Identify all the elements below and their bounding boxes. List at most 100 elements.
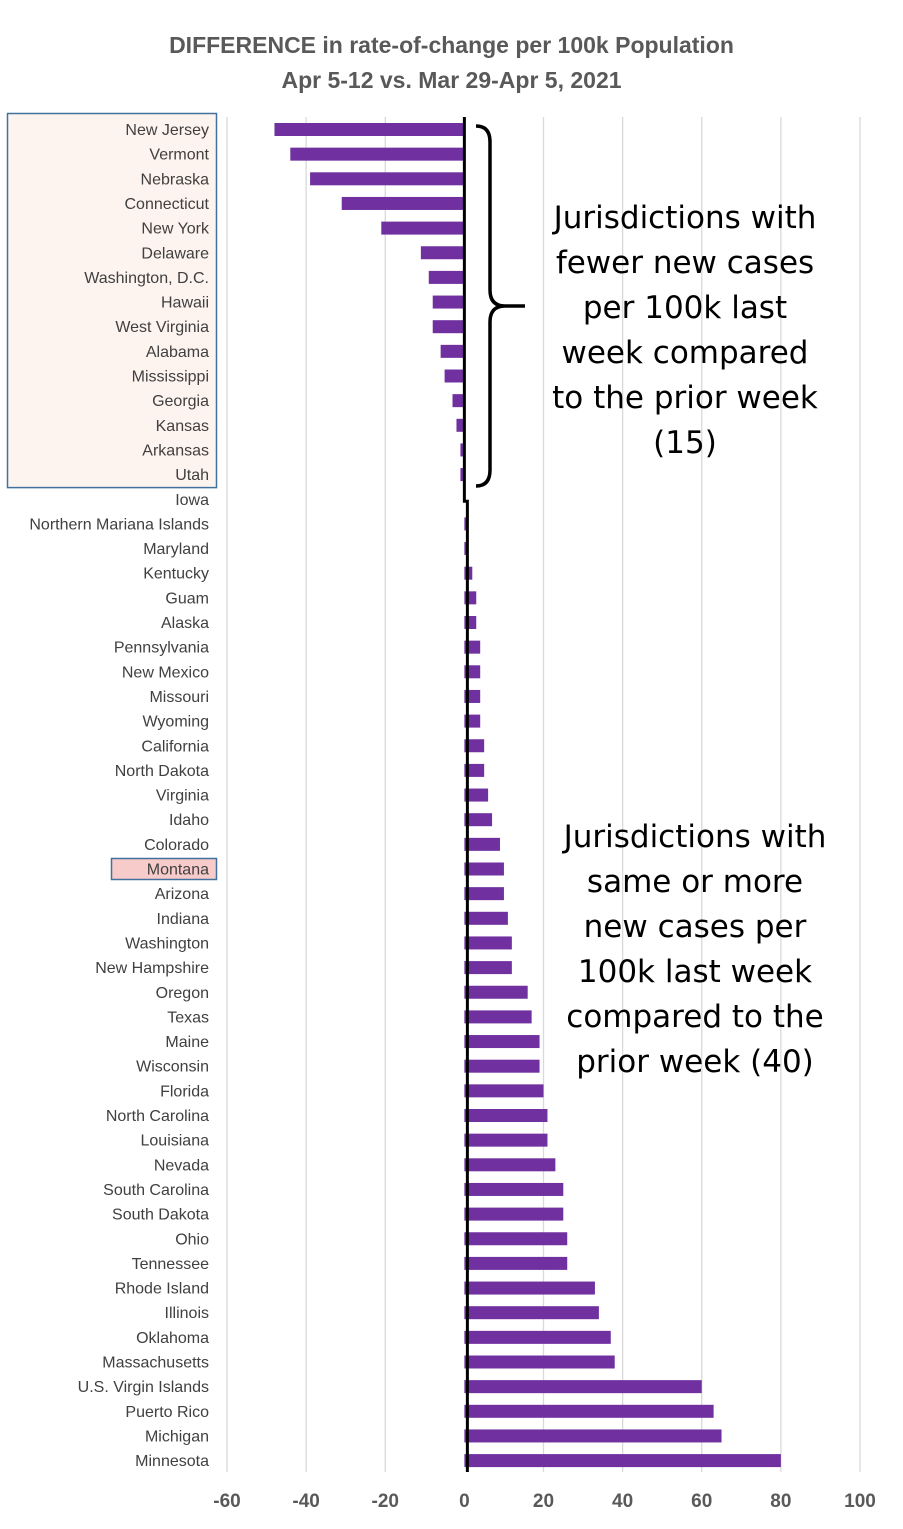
bar [428, 270, 465, 284]
bar [420, 246, 465, 260]
category-label: Oklahoma [136, 1330, 209, 1347]
chart-subtitle: Apr 5-12 vs. Mar 29-Apr 5, 2021 [281, 67, 622, 93]
bar [464, 837, 500, 851]
category-label: Montana [147, 862, 209, 879]
annotation-line: 100k last week [577, 954, 813, 990]
category-label: Florida [160, 1083, 209, 1100]
annotation-more-cases: Jurisdictions with same or more new cases … [530, 815, 860, 1085]
category-label: Texas [167, 1009, 209, 1026]
bar [456, 418, 465, 432]
x-tick-label: -40 [292, 1491, 319, 1512]
category-label: Maine [165, 1034, 209, 1051]
bar [464, 1158, 556, 1172]
category-label: Wyoming [142, 714, 209, 731]
bar [464, 1429, 722, 1443]
chart-title: DIFFERENCE in rate-of-change per 100k Po… [169, 32, 734, 58]
category-label: Louisiana [141, 1133, 210, 1150]
category-label: Mississippi [132, 369, 209, 386]
annotation-fewer-cases: Jurisdictions with fewer new cases per 100… [530, 196, 840, 466]
category-label: Ohio [175, 1231, 209, 1248]
bar [464, 985, 528, 999]
category-label: Massachusetts [102, 1355, 209, 1372]
bar [464, 1256, 568, 1270]
bar [460, 468, 465, 482]
category-label: Oregon [156, 985, 209, 1002]
bar [464, 1355, 615, 1369]
category-label: Pennsylvania [114, 640, 209, 657]
category-label: Guam [165, 590, 209, 607]
bar [464, 1454, 781, 1468]
bar [464, 616, 477, 629]
category-label: Nebraska [141, 171, 210, 188]
bar [432, 295, 465, 309]
category-label: Puerto Rico [125, 1404, 209, 1421]
category-label: Rhode Island [115, 1281, 209, 1298]
bar [274, 123, 465, 136]
category-label: Maryland [143, 541, 209, 558]
category-label: South Carolina [103, 1182, 209, 1199]
annotation-line: new cases per [583, 909, 807, 945]
annotation-line: prior week (40) [576, 1044, 814, 1080]
bar [452, 394, 465, 408]
bar [464, 1010, 532, 1024]
category-label: Colorado [144, 837, 209, 854]
x-tick-label: 0 [459, 1491, 470, 1512]
category-label: Utah [175, 467, 209, 484]
bar [464, 813, 493, 827]
bar [464, 961, 512, 975]
brace-icon [475, 124, 525, 488]
annotation-line: Jurisdictions with [553, 200, 817, 236]
category-label: Delaware [141, 245, 209, 262]
bar [464, 1281, 595, 1295]
fewer-cases-group-box [6, 112, 218, 489]
category-label: Virginia [156, 788, 209, 805]
category-label: California [141, 738, 209, 755]
category-label: Minnesota [135, 1453, 209, 1470]
category-label: Indiana [157, 911, 210, 928]
x-tick-label: 60 [691, 1491, 712, 1512]
annotation-line: fewer new cases [555, 245, 815, 281]
bar [464, 862, 504, 876]
bar [290, 147, 465, 161]
bar [464, 1059, 540, 1073]
bar [444, 369, 465, 383]
category-label: North Carolina [106, 1108, 209, 1125]
category-label: Arizona [155, 886, 209, 903]
category-label: South Dakota [112, 1207, 209, 1224]
bar [464, 1035, 540, 1049]
annotation-line: per 100k last [582, 290, 788, 326]
x-tick-label: 40 [612, 1491, 633, 1512]
category-label: Washington, D.C. [84, 270, 209, 287]
bar [432, 320, 465, 334]
category-label: Tennessee [132, 1256, 209, 1273]
bar [464, 1404, 714, 1418]
category-label: Wisconsin [136, 1059, 209, 1076]
bar [464, 788, 489, 802]
bar [464, 763, 485, 777]
highlight-box-montana [110, 857, 218, 881]
category-label: Alaska [161, 615, 209, 632]
x-tick-label: -60 [213, 1491, 240, 1512]
category-label: West Virginia [115, 319, 209, 336]
category-label: Kansas [156, 418, 209, 435]
category-label: Georgia [152, 393, 209, 410]
annotation-line: to the prior week [552, 380, 818, 416]
bar [464, 1380, 702, 1394]
bar [464, 1133, 548, 1147]
category-label: Washington [125, 935, 209, 952]
bar [341, 196, 465, 210]
bar [464, 1306, 599, 1320]
bar [464, 1182, 564, 1196]
bar [464, 1330, 611, 1344]
category-label: Kentucky [143, 566, 209, 583]
bar [440, 344, 465, 358]
annotation-line: same or more [586, 864, 804, 900]
bar [464, 911, 508, 925]
category-label: New Mexico [122, 664, 209, 681]
bar [464, 1084, 544, 1098]
bar [464, 1109, 548, 1122]
category-label: New Hampshire [95, 960, 209, 977]
annotation-line: (15) [653, 425, 717, 461]
